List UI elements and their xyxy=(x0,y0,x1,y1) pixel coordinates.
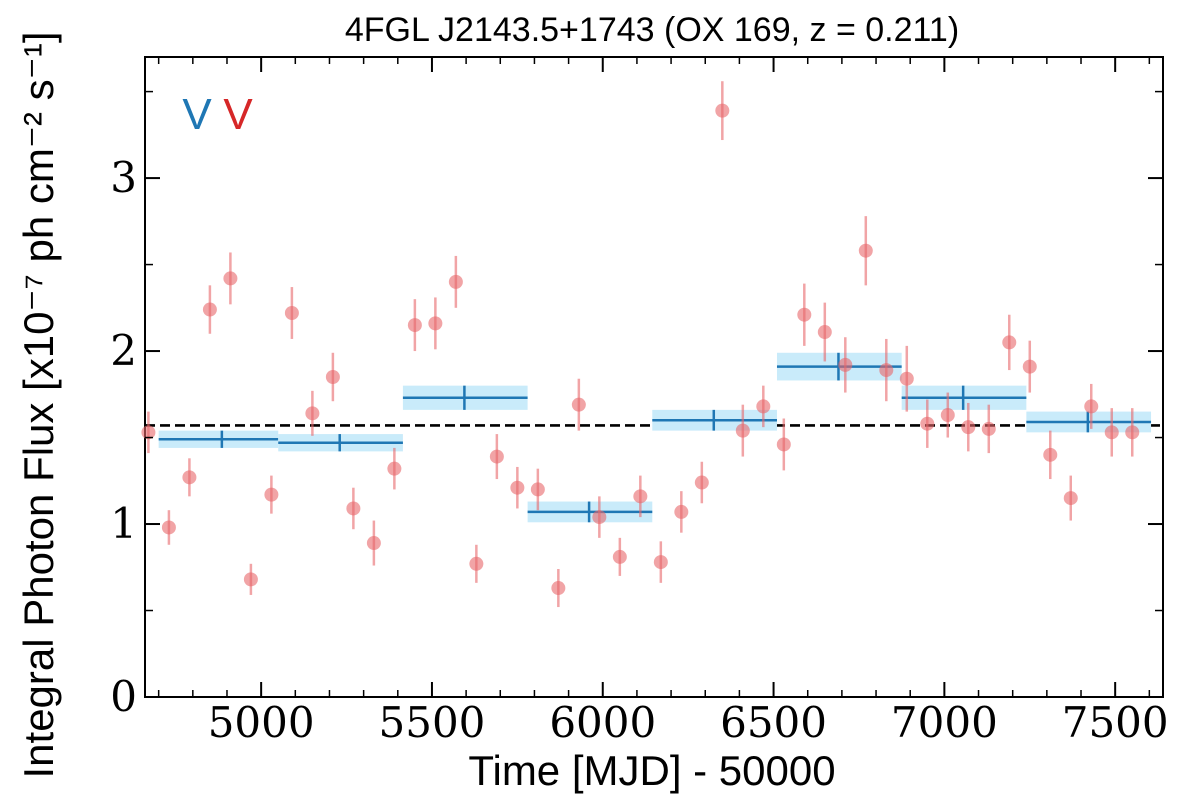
flux-point xyxy=(387,461,402,476)
flux-point xyxy=(715,103,730,118)
binned-flux-series xyxy=(158,352,1152,523)
flux-point xyxy=(858,243,873,258)
flux-point xyxy=(428,316,443,331)
flux-point xyxy=(756,399,771,414)
flux-point xyxy=(879,363,894,378)
flux-point xyxy=(735,423,750,438)
flux-point xyxy=(366,536,381,551)
y-tick-label: 3 xyxy=(110,153,137,202)
x-axis-label: Time [MJD] - 50000 xyxy=(468,747,835,794)
flux-point xyxy=(530,482,545,497)
flux-point xyxy=(346,501,361,516)
flux-point xyxy=(161,520,176,535)
flux-point xyxy=(202,302,217,317)
flux-point xyxy=(817,325,832,340)
flux-point xyxy=(325,370,340,384)
flux-point xyxy=(981,421,996,436)
flux-points-series xyxy=(141,81,1140,608)
flux-point xyxy=(592,510,607,525)
flux-point xyxy=(633,489,648,504)
flux-point xyxy=(1043,447,1058,462)
flux-point xyxy=(1125,425,1140,440)
y-tick-label: 2 xyxy=(110,326,137,375)
flux-point xyxy=(1002,335,1017,350)
flux-point xyxy=(223,271,238,286)
chart-title: 4FGL J2143.5+1743 (OX 169, z = 0.211) xyxy=(345,11,959,49)
flux-point xyxy=(448,274,463,289)
flux-point xyxy=(1022,359,1037,374)
flux-point xyxy=(284,306,299,320)
x-tick-label: 5000 xyxy=(208,698,315,747)
flux-point xyxy=(407,318,422,333)
flux-point xyxy=(551,581,566,596)
flux-point xyxy=(899,371,914,386)
axis-ticks: 5000 5500 6000 6500 7000 7500 0 1 2 3 xyxy=(110,57,1169,747)
x-tick-label: 7000 xyxy=(891,698,998,747)
legend-mark-red: V xyxy=(223,90,253,139)
flux-point xyxy=(243,572,258,587)
flux-point xyxy=(571,397,586,412)
flux-point xyxy=(653,555,668,570)
flux-point xyxy=(141,425,156,440)
flux-point xyxy=(510,480,525,495)
flux-point xyxy=(305,406,320,421)
y-tick-label: 1 xyxy=(110,499,137,548)
flux-point xyxy=(838,357,853,372)
legend-mark-blue: V xyxy=(182,90,212,139)
flux-point xyxy=(612,549,627,564)
y-tick-label: 0 xyxy=(110,672,137,721)
flux-point xyxy=(776,437,791,452)
flux-point xyxy=(961,420,976,435)
flux-point xyxy=(182,470,197,485)
flux-point xyxy=(1063,491,1078,506)
y-axis-label: Integral Photon Flux [x10⁻⁷ ph cm⁻² s⁻¹] xyxy=(15,32,62,779)
flux-point xyxy=(1084,399,1099,414)
flux-point xyxy=(469,556,484,571)
x-tick-label: 5500 xyxy=(379,698,486,747)
flux-point xyxy=(920,416,935,431)
plot-frame xyxy=(144,56,1164,698)
flux-point xyxy=(489,449,504,464)
flux-point xyxy=(674,504,689,519)
flux-point xyxy=(264,487,279,502)
flux-point xyxy=(797,307,812,322)
flux-point xyxy=(1104,425,1119,440)
plot-area xyxy=(144,56,1164,698)
legend: V V xyxy=(182,90,253,139)
x-tick-label: 7500 xyxy=(1062,698,1169,747)
x-tick-label: 6500 xyxy=(720,698,827,747)
flux-point xyxy=(940,408,955,423)
flux-point xyxy=(694,475,709,490)
x-tick-label: 6000 xyxy=(549,698,656,747)
